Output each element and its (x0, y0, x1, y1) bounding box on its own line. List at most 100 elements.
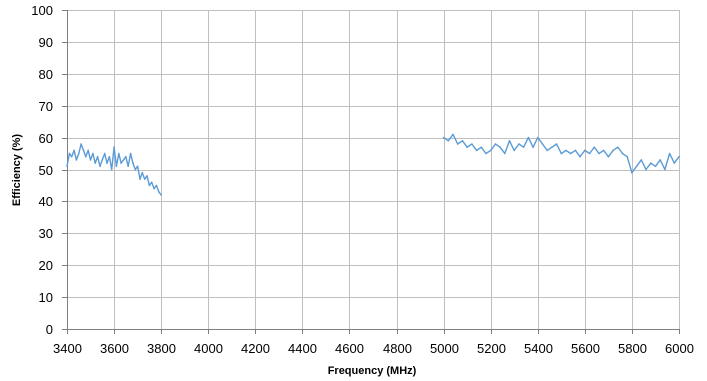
data-point (127, 165, 129, 168)
data-point (565, 149, 567, 152)
data-point (141, 171, 144, 174)
data-point (588, 152, 591, 155)
data-point (129, 152, 132, 155)
series-segment-2 (442, 133, 680, 174)
data-point (150, 181, 153, 184)
y-tick-label: 100 (31, 3, 53, 18)
y-tick-label: 0 (46, 322, 53, 337)
data-point (120, 162, 122, 164)
data-point (158, 191, 160, 193)
data-point (75, 159, 78, 161)
data-point (485, 152, 487, 155)
x-tick-label: 3400 (53, 341, 82, 356)
y-tick-labels: 0 10 20 30 40 50 60 70 80 90 100 (31, 3, 53, 337)
data-point (659, 159, 661, 161)
y-tick-label: 60 (39, 131, 53, 146)
grid (67, 10, 680, 329)
y-tick-label: 90 (39, 35, 53, 50)
data-point (99, 165, 101, 168)
data-point (461, 140, 464, 142)
series-layer (66, 133, 680, 196)
series-segment-1 (66, 143, 162, 196)
data-point (85, 155, 87, 158)
data-point (96, 155, 99, 158)
data-point (153, 187, 155, 190)
x-axis-title: Frequency (MHz) (328, 365, 417, 377)
data-point (617, 146, 619, 148)
data-point (527, 136, 530, 139)
data-point (80, 143, 82, 145)
data-point (650, 162, 652, 164)
data-point (132, 162, 134, 164)
data-point (122, 159, 125, 161)
data-point (569, 152, 572, 155)
data-point (508, 140, 511, 142)
data-point (574, 149, 577, 152)
data-point (621, 152, 624, 155)
data-point (456, 143, 459, 145)
data-point (645, 168, 647, 171)
axes (62, 10, 680, 334)
data-point (546, 149, 548, 152)
x-tick-label: 5200 (477, 341, 506, 356)
x-tick-labels: 3400 3600 3800 4000 4200 4400 4600 4800 5000 5200… (53, 341, 694, 356)
data-point (673, 162, 676, 164)
data-point (106, 162, 108, 164)
data-point (471, 143, 473, 145)
y-tick-label: 80 (39, 67, 53, 82)
data-point (70, 155, 73, 158)
data-point (631, 171, 633, 174)
x-tick-label: 3600 (100, 341, 129, 356)
data-point (607, 155, 610, 158)
data-point (537, 136, 539, 139)
data-point (92, 152, 94, 155)
data-point (475, 149, 478, 152)
data-point (143, 178, 146, 180)
y-tick-label: 70 (39, 99, 53, 114)
data-point (452, 133, 454, 136)
x-tick-label: 5600 (571, 341, 600, 356)
data-point (584, 149, 586, 152)
data-point (113, 146, 115, 148)
data-point (560, 152, 563, 155)
x-tick-label: 4400 (288, 341, 317, 356)
data-point (134, 168, 137, 171)
data-point (103, 152, 106, 155)
data-point (447, 140, 450, 142)
data-point (494, 143, 497, 145)
data-point (480, 146, 483, 148)
data-point (499, 146, 501, 148)
data-point (160, 194, 162, 196)
y-tick-label: 40 (39, 194, 53, 209)
x-tick-label: 5800 (618, 341, 647, 356)
data-point (522, 146, 525, 148)
data-point (635, 165, 638, 168)
y-tick-label: 30 (39, 226, 53, 241)
data-point (136, 165, 139, 168)
data-point (148, 184, 151, 187)
data-point (82, 149, 85, 152)
data-point (579, 155, 581, 158)
data-point (101, 159, 104, 161)
data-point (551, 146, 553, 148)
data-point (664, 168, 666, 171)
x-tick-label: 3800 (147, 341, 176, 356)
data-point (87, 149, 89, 152)
x-tick-label: 5400 (524, 341, 553, 356)
data-point (89, 159, 92, 161)
x-tick-label: 4000 (194, 341, 223, 356)
data-point (466, 146, 469, 148)
data-point (155, 184, 158, 187)
data-point (654, 165, 657, 168)
data-point (118, 152, 120, 155)
data-point (115, 165, 118, 168)
data-point (504, 152, 506, 155)
data-point (110, 168, 113, 171)
x-tick-label: 6000 (665, 341, 694, 356)
y-tick-label: 50 (39, 163, 53, 178)
data-point (598, 152, 600, 155)
data-point (518, 143, 520, 145)
data-point (66, 165, 68, 168)
data-point (139, 178, 141, 180)
